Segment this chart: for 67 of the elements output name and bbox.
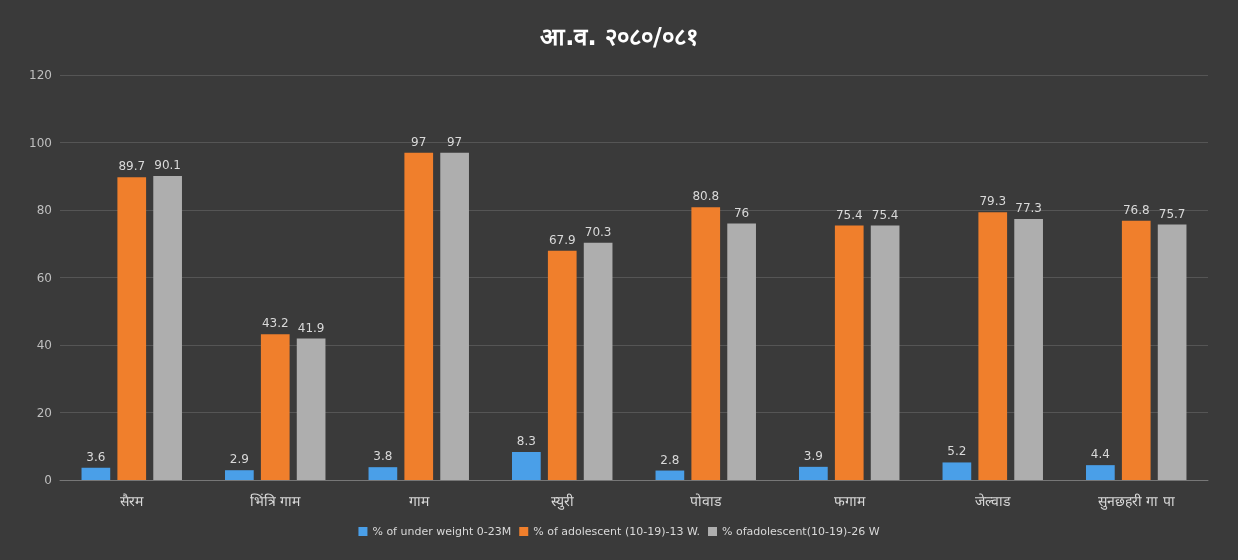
- data-label: 5.2: [947, 444, 967, 459]
- bar: [404, 152, 434, 480]
- data-label: 80.8: [692, 189, 720, 204]
- data-label: 3.8: [373, 449, 393, 464]
- bar: [225, 470, 254, 480]
- bar: [1121, 220, 1151, 480]
- y-tick-label: 0: [44, 473, 52, 487]
- bar: [799, 466, 828, 480]
- bar: [978, 212, 1008, 480]
- bar: [834, 225, 864, 480]
- data-label: 79.3: [979, 194, 1007, 209]
- bar: [1157, 224, 1187, 480]
- bar: [368, 467, 398, 480]
- x-tick-label: पोवाड: [690, 493, 723, 509]
- bar: [727, 223, 756, 480]
- legend-label: % of under weight 0-23M: [372, 525, 512, 538]
- bar: [296, 338, 326, 480]
- y-tick-label: 60: [36, 270, 52, 285]
- data-label: 3.9: [803, 448, 823, 463]
- y-tick-label: 40: [36, 338, 52, 352]
- data-label: 97: [411, 134, 427, 149]
- bar: [512, 451, 541, 480]
- y-tick-label: 80: [36, 203, 52, 217]
- x-tick-label: स्युरी: [550, 493, 574, 510]
- bar: [81, 467, 111, 480]
- data-label: 77.3: [1015, 201, 1042, 216]
- data-label: 2.8: [660, 452, 680, 467]
- bar: [153, 175, 182, 480]
- chart-title: आ.व. २०८०/०८१: [540, 23, 698, 51]
- data-label: 89.7: [118, 159, 146, 174]
- bar: [260, 334, 290, 480]
- bar: [942, 462, 972, 480]
- data-label: 75.7: [1158, 206, 1186, 221]
- data-label: 76: [733, 205, 750, 220]
- bar: [1014, 219, 1043, 480]
- y-tick-label: 20: [36, 405, 52, 420]
- legend-label: % ofadolescent(10-19)-26 W: [722, 525, 880, 538]
- data-label: 2.9: [229, 452, 249, 467]
- bar: [655, 470, 685, 480]
- data-label: 67.9: [548, 232, 576, 247]
- bar: [691, 207, 721, 480]
- x-tick-label: जेल्वाड: [975, 493, 1012, 509]
- x-tick-label: गाम: [408, 493, 430, 509]
- data-label: 75.4: [835, 207, 863, 222]
- bar: [1086, 465, 1115, 480]
- y-tick-label: 100: [29, 135, 52, 150]
- data-label: 97: [446, 134, 463, 149]
- data-label: 4.4: [1090, 447, 1110, 462]
- legend-label: % of adolescent (10-19)-13 W.: [533, 525, 701, 538]
- bar: [547, 250, 577, 480]
- y-tick-label: 120: [29, 68, 52, 82]
- x-tick-label: सैरम: [120, 493, 145, 509]
- x-tick-label: भिंत्रि गाम: [250, 493, 302, 509]
- bar: [583, 242, 613, 480]
- data-label: 41.9: [297, 320, 325, 335]
- x-tick-label: सुनछहरी गा पा: [1097, 493, 1175, 510]
- bar: [440, 152, 469, 480]
- data-label: 70.3: [584, 224, 612, 239]
- data-label: 43.2: [261, 316, 289, 331]
- data-label: 76.8: [1122, 202, 1150, 217]
- data-label: 8.3: [516, 433, 536, 448]
- data-label: 3.6: [86, 449, 106, 464]
- data-label: 75.4: [871, 207, 899, 222]
- bar: [117, 177, 147, 480]
- x-tick-label: फगाम: [833, 493, 866, 509]
- data-label: 90.1: [154, 157, 181, 172]
- bar: [870, 225, 900, 480]
